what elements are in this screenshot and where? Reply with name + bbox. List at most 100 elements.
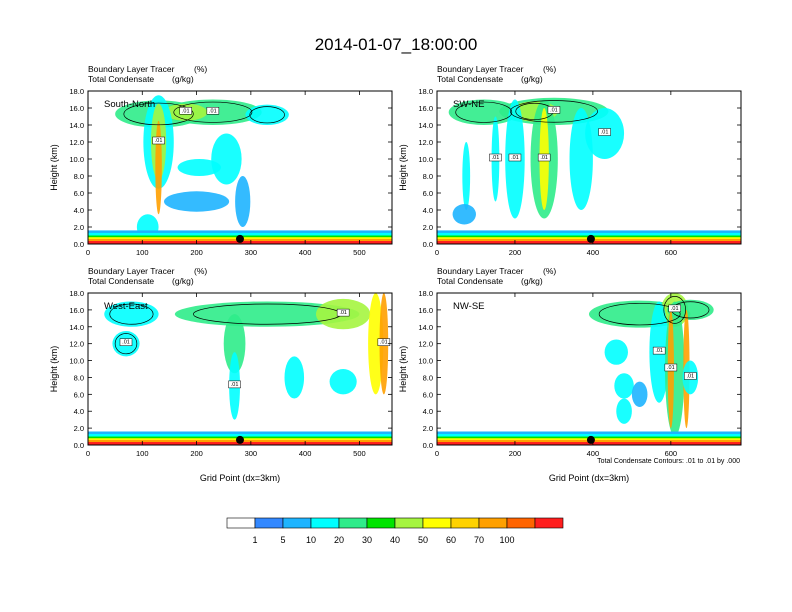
y-tick-label: 18.0 [418, 289, 433, 298]
tracer-region [177, 159, 222, 176]
condensate-contour [509, 100, 598, 123]
contour-label: .01 [601, 130, 609, 136]
panel-title-tracer-unit: (%) [543, 266, 556, 276]
y-tick-label: 2.0 [74, 223, 84, 232]
colorbar-swatch [394, 517, 424, 529]
panel-title-tracer: Boundary Layer Tracer [88, 64, 175, 74]
y-tick-label: 2.0 [423, 223, 433, 232]
y-tick-label: 0.0 [74, 240, 84, 249]
contour-label-box [652, 346, 666, 355]
panel-label: NW-SE [453, 301, 485, 312]
contour-label-box [179, 107, 192, 115]
condensate-contour [173, 101, 253, 123]
x-tick-label: 200 [190, 248, 203, 257]
colorbar-label: 1 [252, 535, 257, 545]
panel-title-condensate: Total Condensate [437, 276, 503, 286]
condensate-contour [123, 102, 194, 126]
condensate-contour [114, 333, 138, 355]
colorbar-swatch [506, 517, 536, 529]
colorbar-label: 100 [499, 535, 514, 545]
panel-title-condensate: Total Condensate [88, 276, 154, 286]
panel-sw-ne: .01 .01 .01 .01 .01 0.0 2.0 4.0 6.0 8.0 10.0 12.0 14… [398, 64, 742, 257]
condensate-contour [598, 302, 681, 326]
y-tick-label: 12.0 [69, 340, 84, 349]
location-marker [236, 435, 244, 444]
x-tick-label: 0 [86, 248, 90, 257]
x-tick-label: 100 [136, 449, 149, 458]
contour-label-box [598, 128, 611, 136]
x-axis-label: Grid Point (dx=3km) [549, 473, 629, 483]
contour-label: .01 [209, 108, 217, 114]
y-tick-label: 8.0 [423, 373, 433, 382]
y-tick-label: 16.0 [418, 306, 433, 315]
colorbar-label: 40 [390, 535, 400, 545]
y-tick-label: 18.0 [69, 87, 84, 96]
colorbar-swatch [422, 517, 452, 529]
colorbar-label: 60 [446, 535, 456, 545]
panel-title-condensate: Total Condensate [88, 74, 154, 84]
panel-title-tracer: Boundary Layer Tracer [437, 266, 524, 276]
colorbar-swatch [338, 517, 368, 529]
location-marker [236, 234, 244, 243]
colorbar-label: 50 [418, 535, 428, 545]
panel-title-tracer-unit: (%) [194, 266, 207, 276]
x-tick-label: 400 [299, 248, 312, 257]
y-tick-label: 0.0 [423, 441, 433, 450]
y-tick-label: 16.0 [69, 104, 84, 113]
boundary-layer-band [437, 442, 741, 445]
tracer-region [631, 381, 648, 408]
contour-label: .01 [492, 155, 500, 161]
contour-label: .01 [671, 306, 679, 312]
y-axis-label: Height (km) [398, 346, 408, 393]
colorbar: 1 5 10 20 30 40 50 60 70 100 [226, 517, 564, 545]
y-tick-label: 12.0 [418, 340, 433, 349]
contour-label: .01 [687, 373, 695, 379]
y-tick-label: 4.0 [74, 407, 84, 416]
y-tick-label: 14.0 [69, 121, 84, 130]
plot-field: .01 .01 .01 .01 [88, 293, 392, 445]
y-tick-label: 16.0 [69, 306, 84, 315]
x-tick-label: 300 [245, 248, 258, 257]
tracer-region [155, 120, 162, 215]
x-tick-label: 0 [435, 248, 439, 257]
condensate-contour [109, 303, 154, 325]
contour-label: .01 [511, 155, 519, 161]
contour-label: .01 [231, 382, 239, 388]
contour-label: .01 [667, 365, 675, 371]
panel-title-tracer-unit: (%) [543, 64, 556, 74]
contour-label-box [206, 107, 220, 115]
x-tick-label: 200 [509, 248, 522, 257]
tracer-region [211, 133, 242, 185]
contour-label-box [537, 153, 551, 162]
tracer-region [245, 104, 289, 126]
y-tick-label: 18.0 [69, 289, 84, 298]
colorbar-swatch [534, 517, 564, 529]
contour-label: .01 [655, 348, 663, 354]
figure-title: 2014-01-07_18:00:00 [315, 35, 478, 54]
colorbar-swatch [282, 517, 312, 529]
panel-label: SW-NE [453, 99, 485, 110]
y-tick-label: 0.0 [74, 441, 84, 450]
y-tick-label: 6.0 [423, 390, 433, 399]
contour-footnote: Total Condensate Contours: .01 to .01 by… [597, 458, 740, 465]
tracer-region [452, 204, 476, 225]
contour-label-box [336, 308, 350, 317]
plot-frame [436, 292, 742, 446]
y-tick-label: 14.0 [418, 121, 433, 130]
y-tick-label: 10.0 [69, 155, 84, 164]
y-tick-label: 18.0 [418, 87, 433, 96]
x-tick-label: 400 [587, 449, 600, 458]
colorbar-label: 5 [280, 535, 285, 545]
condensate-contour [455, 101, 513, 123]
x-tick-label: 500 [353, 248, 366, 257]
panel-south-north: .01 .01 .01 0.0 2.0 4.0 6.0 8.0 10.0 12.0 14.0 16.0… [49, 64, 393, 257]
plot-frame [87, 90, 393, 245]
tracer-region [614, 373, 634, 399]
tracer-region [368, 293, 384, 395]
x-tick-label: 300 [245, 449, 258, 458]
y-axis-label: Height (km) [49, 144, 59, 191]
y-tick-label: 10.0 [418, 155, 433, 164]
y-tick-label: 14.0 [418, 323, 433, 332]
y-tick-label: 0.0 [423, 240, 433, 249]
tracer-region [284, 356, 305, 399]
